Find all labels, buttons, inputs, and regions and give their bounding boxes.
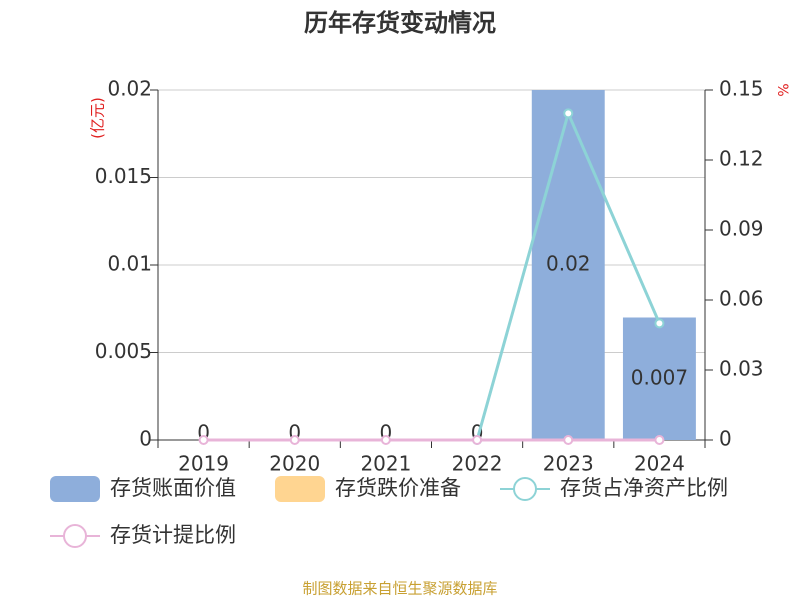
data-label: 0.02 bbox=[546, 252, 591, 276]
x-tick-label: 2019 bbox=[178, 452, 229, 476]
x-tick-label: 2021 bbox=[360, 452, 411, 476]
y2-tick-label: 0.06 bbox=[719, 287, 764, 311]
legend-swatch[interactable] bbox=[63, 524, 87, 548]
line-point bbox=[380, 435, 391, 445]
y-tick-label: 0 bbox=[139, 427, 152, 451]
y2-tick-label: 0.15 bbox=[719, 77, 764, 101]
y-axis-label: (亿元) bbox=[89, 97, 107, 139]
x-tick-label: 2024 bbox=[634, 452, 685, 476]
source-note: 制图数据来自恒生聚源数据库 bbox=[302, 580, 497, 598]
y2-tick-label: 0.12 bbox=[719, 147, 764, 171]
line-point bbox=[654, 318, 665, 329]
y-tick-label: 0.015 bbox=[95, 164, 152, 188]
x-tick-label: 2020 bbox=[269, 452, 320, 476]
y-tick-label: 0.005 bbox=[95, 339, 152, 363]
data-label: 0.007 bbox=[631, 365, 688, 389]
line-point bbox=[654, 435, 665, 445]
y2-tick-label: 0.03 bbox=[719, 357, 764, 381]
bar bbox=[622, 317, 696, 440]
line-point bbox=[198, 435, 209, 445]
legend-label[interactable]: 存货跌价准备 bbox=[335, 476, 461, 500]
y2-tick-label: 0.09 bbox=[719, 217, 764, 241]
line-point bbox=[289, 435, 300, 445]
chart-title: 历年存货变动情况 bbox=[304, 9, 496, 37]
line-point bbox=[563, 108, 574, 119]
line-point bbox=[563, 435, 574, 445]
line-point bbox=[472, 435, 483, 445]
y2-tick-label: 0 bbox=[719, 427, 732, 451]
legend-label[interactable]: 存货计提比例 bbox=[110, 523, 236, 547]
legend-swatch[interactable] bbox=[50, 476, 100, 502]
x-tick-label: 2022 bbox=[452, 452, 503, 476]
bar bbox=[531, 90, 605, 440]
y2-axis-label: % bbox=[774, 83, 790, 96]
legend-label[interactable]: 存货占净资产比例 bbox=[560, 476, 728, 500]
y-tick-label: 0.02 bbox=[107, 77, 152, 101]
x-tick-label: 2023 bbox=[543, 452, 594, 476]
legend-swatch[interactable] bbox=[275, 476, 325, 502]
legend-label[interactable]: 存货账面价值 bbox=[110, 476, 236, 500]
legend-swatch[interactable] bbox=[513, 477, 537, 501]
y-tick-label: 0.01 bbox=[107, 252, 152, 276]
